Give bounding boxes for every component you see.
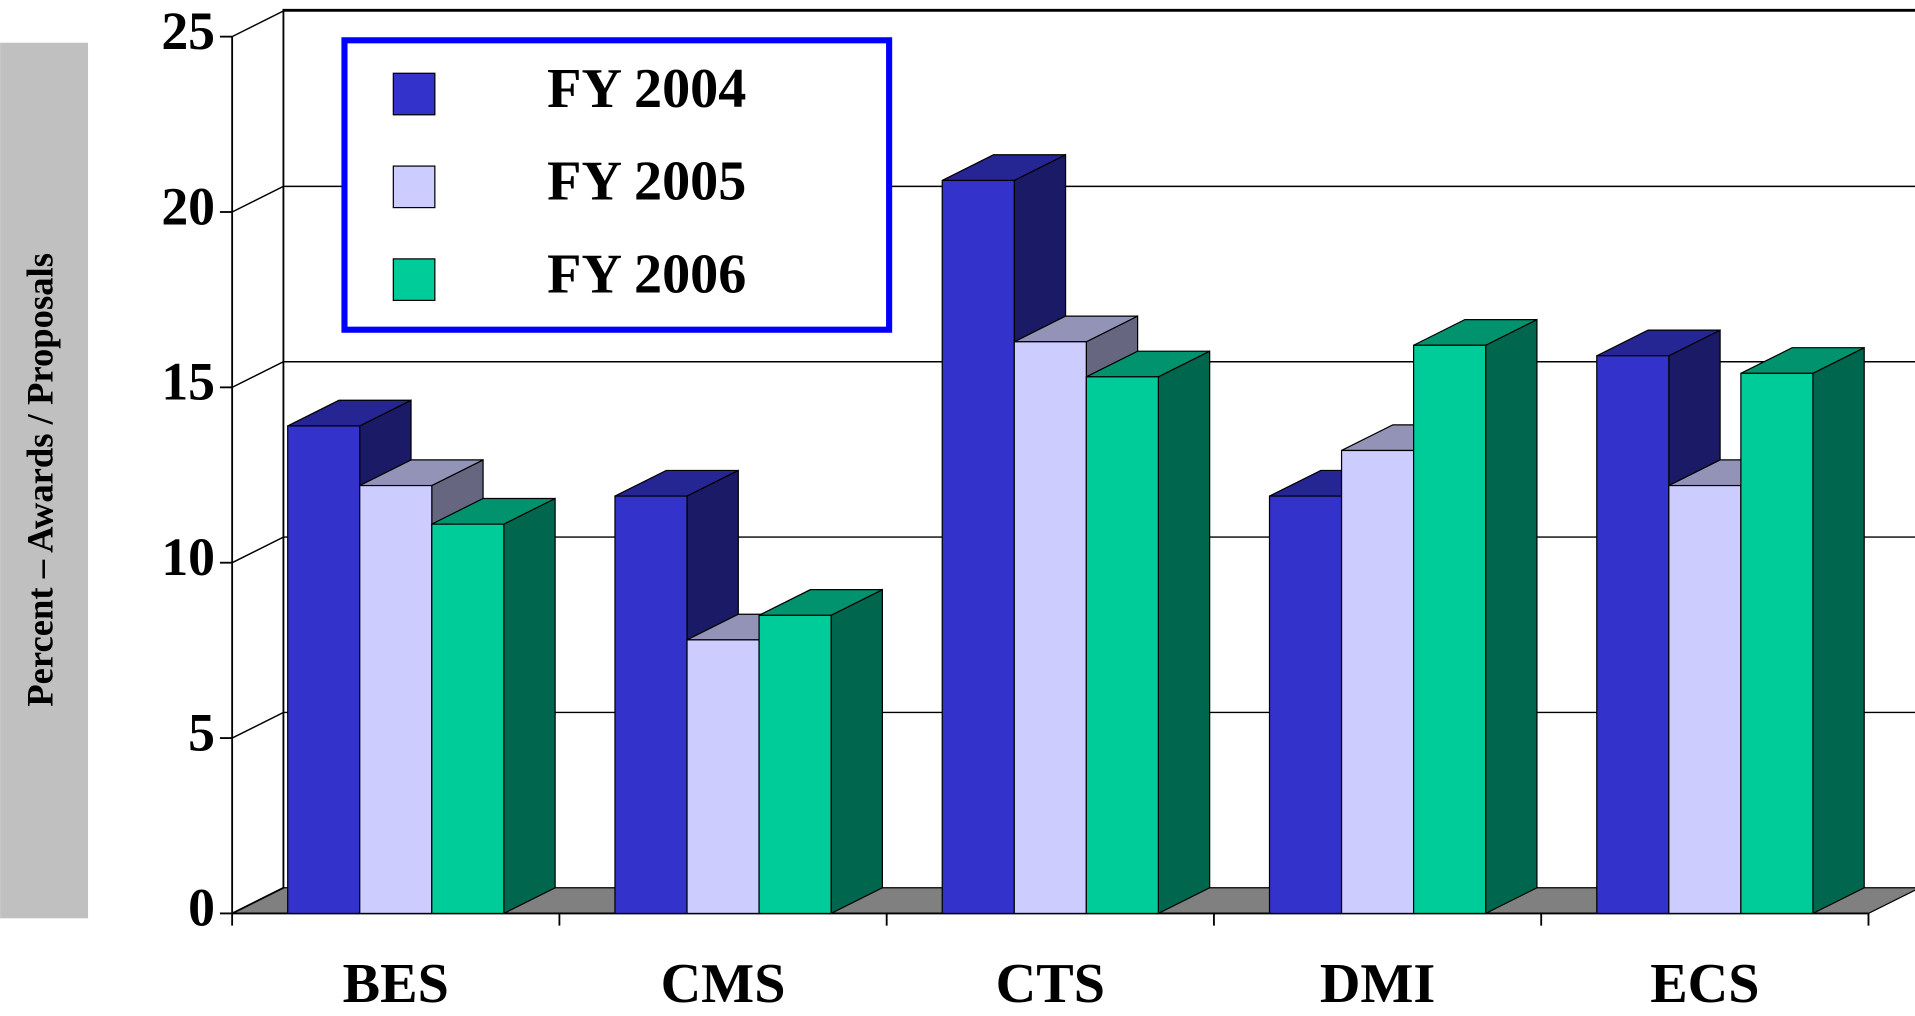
bar-side (1812, 346, 1865, 915)
bar-front (1013, 341, 1087, 915)
grid-line (231, 360, 1915, 389)
y-tick-label: 5 (188, 702, 215, 762)
bar (1740, 346, 1865, 915)
y-tick-label: 15 (161, 352, 215, 412)
y-tick-label: 0 (188, 878, 215, 938)
y-tick-label: 25 (161, 1, 215, 61)
bar-side (1485, 318, 1538, 915)
bar-front (1596, 355, 1670, 915)
legend-swatch (392, 258, 436, 302)
bar-front (1268, 495, 1343, 915)
x-tick-label: BES (343, 953, 449, 1015)
bar (1085, 350, 1211, 915)
x-tick-label: ECS (1650, 953, 1759, 1015)
bar-front (1085, 376, 1159, 915)
bar-front (1412, 344, 1487, 915)
grid-line (231, 10, 1915, 38)
bar-front (359, 484, 433, 915)
bar-front (758, 614, 832, 915)
bar-side (503, 497, 556, 915)
bar-front (614, 495, 688, 915)
x-tick-label: DMI (1320, 953, 1435, 1015)
bar (1412, 318, 1538, 915)
legend-label: FY 2005 (547, 151, 746, 213)
bar-front (686, 639, 760, 915)
y-axis (231, 886, 284, 915)
back-wall (282, 8, 1915, 888)
legend-label: FY 2006 (547, 244, 746, 306)
bar-front (287, 425, 361, 915)
bar-front (1740, 372, 1814, 915)
x-tick-label: CMS (661, 953, 786, 1015)
bar-side (1157, 350, 1211, 915)
grid-line (231, 185, 1915, 213)
bar (758, 588, 884, 915)
y-tick-label: 10 (161, 527, 215, 587)
x-tick-label: CTS (996, 953, 1105, 1015)
legend-swatch (392, 165, 436, 209)
y-label-bg (0, 42, 89, 919)
bar-front (431, 523, 505, 915)
legend-swatch (392, 72, 436, 116)
legend-label: FY 2004 (547, 58, 746, 120)
bar-front (941, 179, 1015, 915)
bar-side (830, 588, 884, 915)
y-tick-label: 20 (161, 176, 215, 236)
bar (431, 497, 556, 915)
bar-front (1340, 449, 1415, 915)
bar-front (1668, 484, 1742, 915)
y-axis-label: Percent – Awards / Proposals (19, 253, 60, 707)
